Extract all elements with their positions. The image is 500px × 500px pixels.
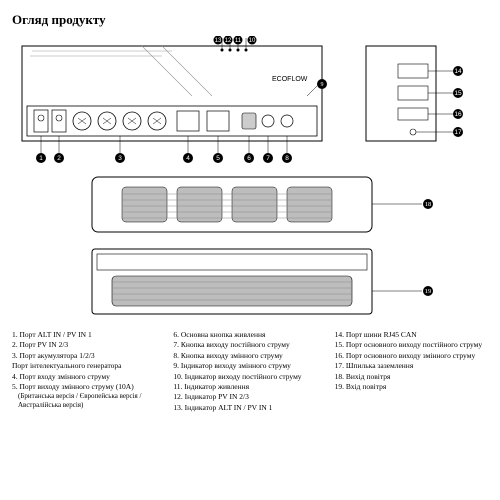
svg-text:4: 4 — [186, 155, 190, 162]
svg-text:8: 8 — [285, 155, 289, 162]
page-title: Огляд продукту — [12, 12, 488, 28]
legend-item: 2. Порт PV IN 2/3 — [12, 340, 165, 349]
legend-item: 17. Шпилька заземлення — [335, 361, 488, 370]
legend-col-3: 14. Порт шини RJ45 CAN 15. Порт основног… — [335, 330, 488, 413]
legend-item: 14. Порт шини RJ45 CAN — [335, 330, 488, 339]
legend-item: Порт інтелектуального генератора — [12, 361, 165, 370]
top-view: 18 — [12, 172, 488, 238]
svg-text:11: 11 — [235, 38, 242, 44]
legend-item: 10. Індикатор виходу постійного струму — [173, 372, 326, 381]
svg-text:19: 19 — [425, 288, 432, 295]
svg-text:15: 15 — [454, 90, 462, 97]
svg-text:5: 5 — [216, 155, 220, 162]
svg-text:2: 2 — [57, 155, 61, 162]
svg-text:10: 10 — [249, 38, 256, 44]
svg-text:3: 3 — [118, 155, 122, 162]
svg-text:13: 13 — [215, 38, 222, 44]
front-view: ECOFLOW 13 12 11 10 — [12, 36, 352, 166]
legend-item: 15. Порт основного виходу постійного стр… — [335, 340, 488, 349]
side-view: 14 15 16 17 — [358, 36, 478, 166]
legend-item: 6. Основна кнопка живлення — [173, 330, 326, 339]
legend-item: 1. Порт ALT IN / PV IN 1 — [12, 330, 165, 339]
legend-item: 18. Вихід повітря — [335, 372, 488, 381]
legend-item: 7. Кнопка виходу постійного струму — [173, 340, 326, 349]
svg-text:6: 6 — [247, 155, 251, 162]
bottom-view: 19 — [12, 244, 488, 322]
legend-item: 16. Порт основного виходу змінного струм… — [335, 351, 488, 360]
svg-text:9: 9 — [321, 82, 324, 88]
legend-col-2: 6. Основна кнопка живлення 7. Кнопка вих… — [173, 330, 326, 413]
legend-item: 4. Порт входу змінного струму — [12, 372, 165, 381]
svg-text:14: 14 — [454, 68, 462, 75]
svg-text:1: 1 — [39, 155, 43, 162]
product-views: ECOFLOW 13 12 11 10 — [12, 36, 488, 322]
legend-col-1: 1. Порт ALT IN / PV IN 1 2. Порт PV IN 2… — [12, 330, 165, 413]
legend-item: 9. Індикатор виходу змінного струму — [173, 361, 326, 370]
svg-text:12: 12 — [225, 38, 232, 44]
svg-text:16: 16 — [454, 111, 462, 118]
svg-text:17: 17 — [454, 129, 462, 136]
legend-item: 13. Індикатор ALT IN / PV IN 1 — [173, 403, 326, 412]
legend-item: 3. Порт акумулятора 1/2/3 — [12, 351, 165, 360]
svg-text:7: 7 — [266, 155, 270, 162]
legend-item-sub: (Британська версія / Європейська версія … — [12, 392, 165, 410]
svg-text:18: 18 — [425, 201, 432, 208]
legend-item: 5. Порт виходу змінного струму (10А) — [12, 382, 165, 391]
brand-logo: ECOFLOW — [272, 76, 308, 83]
legend-item: 12. Індикатор PV IN 2/3 — [173, 392, 326, 401]
legend-item: 19. Вхід повітря — [335, 382, 488, 391]
legend: 1. Порт ALT IN / PV IN 1 2. Порт PV IN 2… — [12, 330, 488, 413]
legend-item: 8. Кнопка виходу змінного струму — [173, 351, 326, 360]
legend-item: 11. Індикатор живлення — [173, 382, 326, 391]
